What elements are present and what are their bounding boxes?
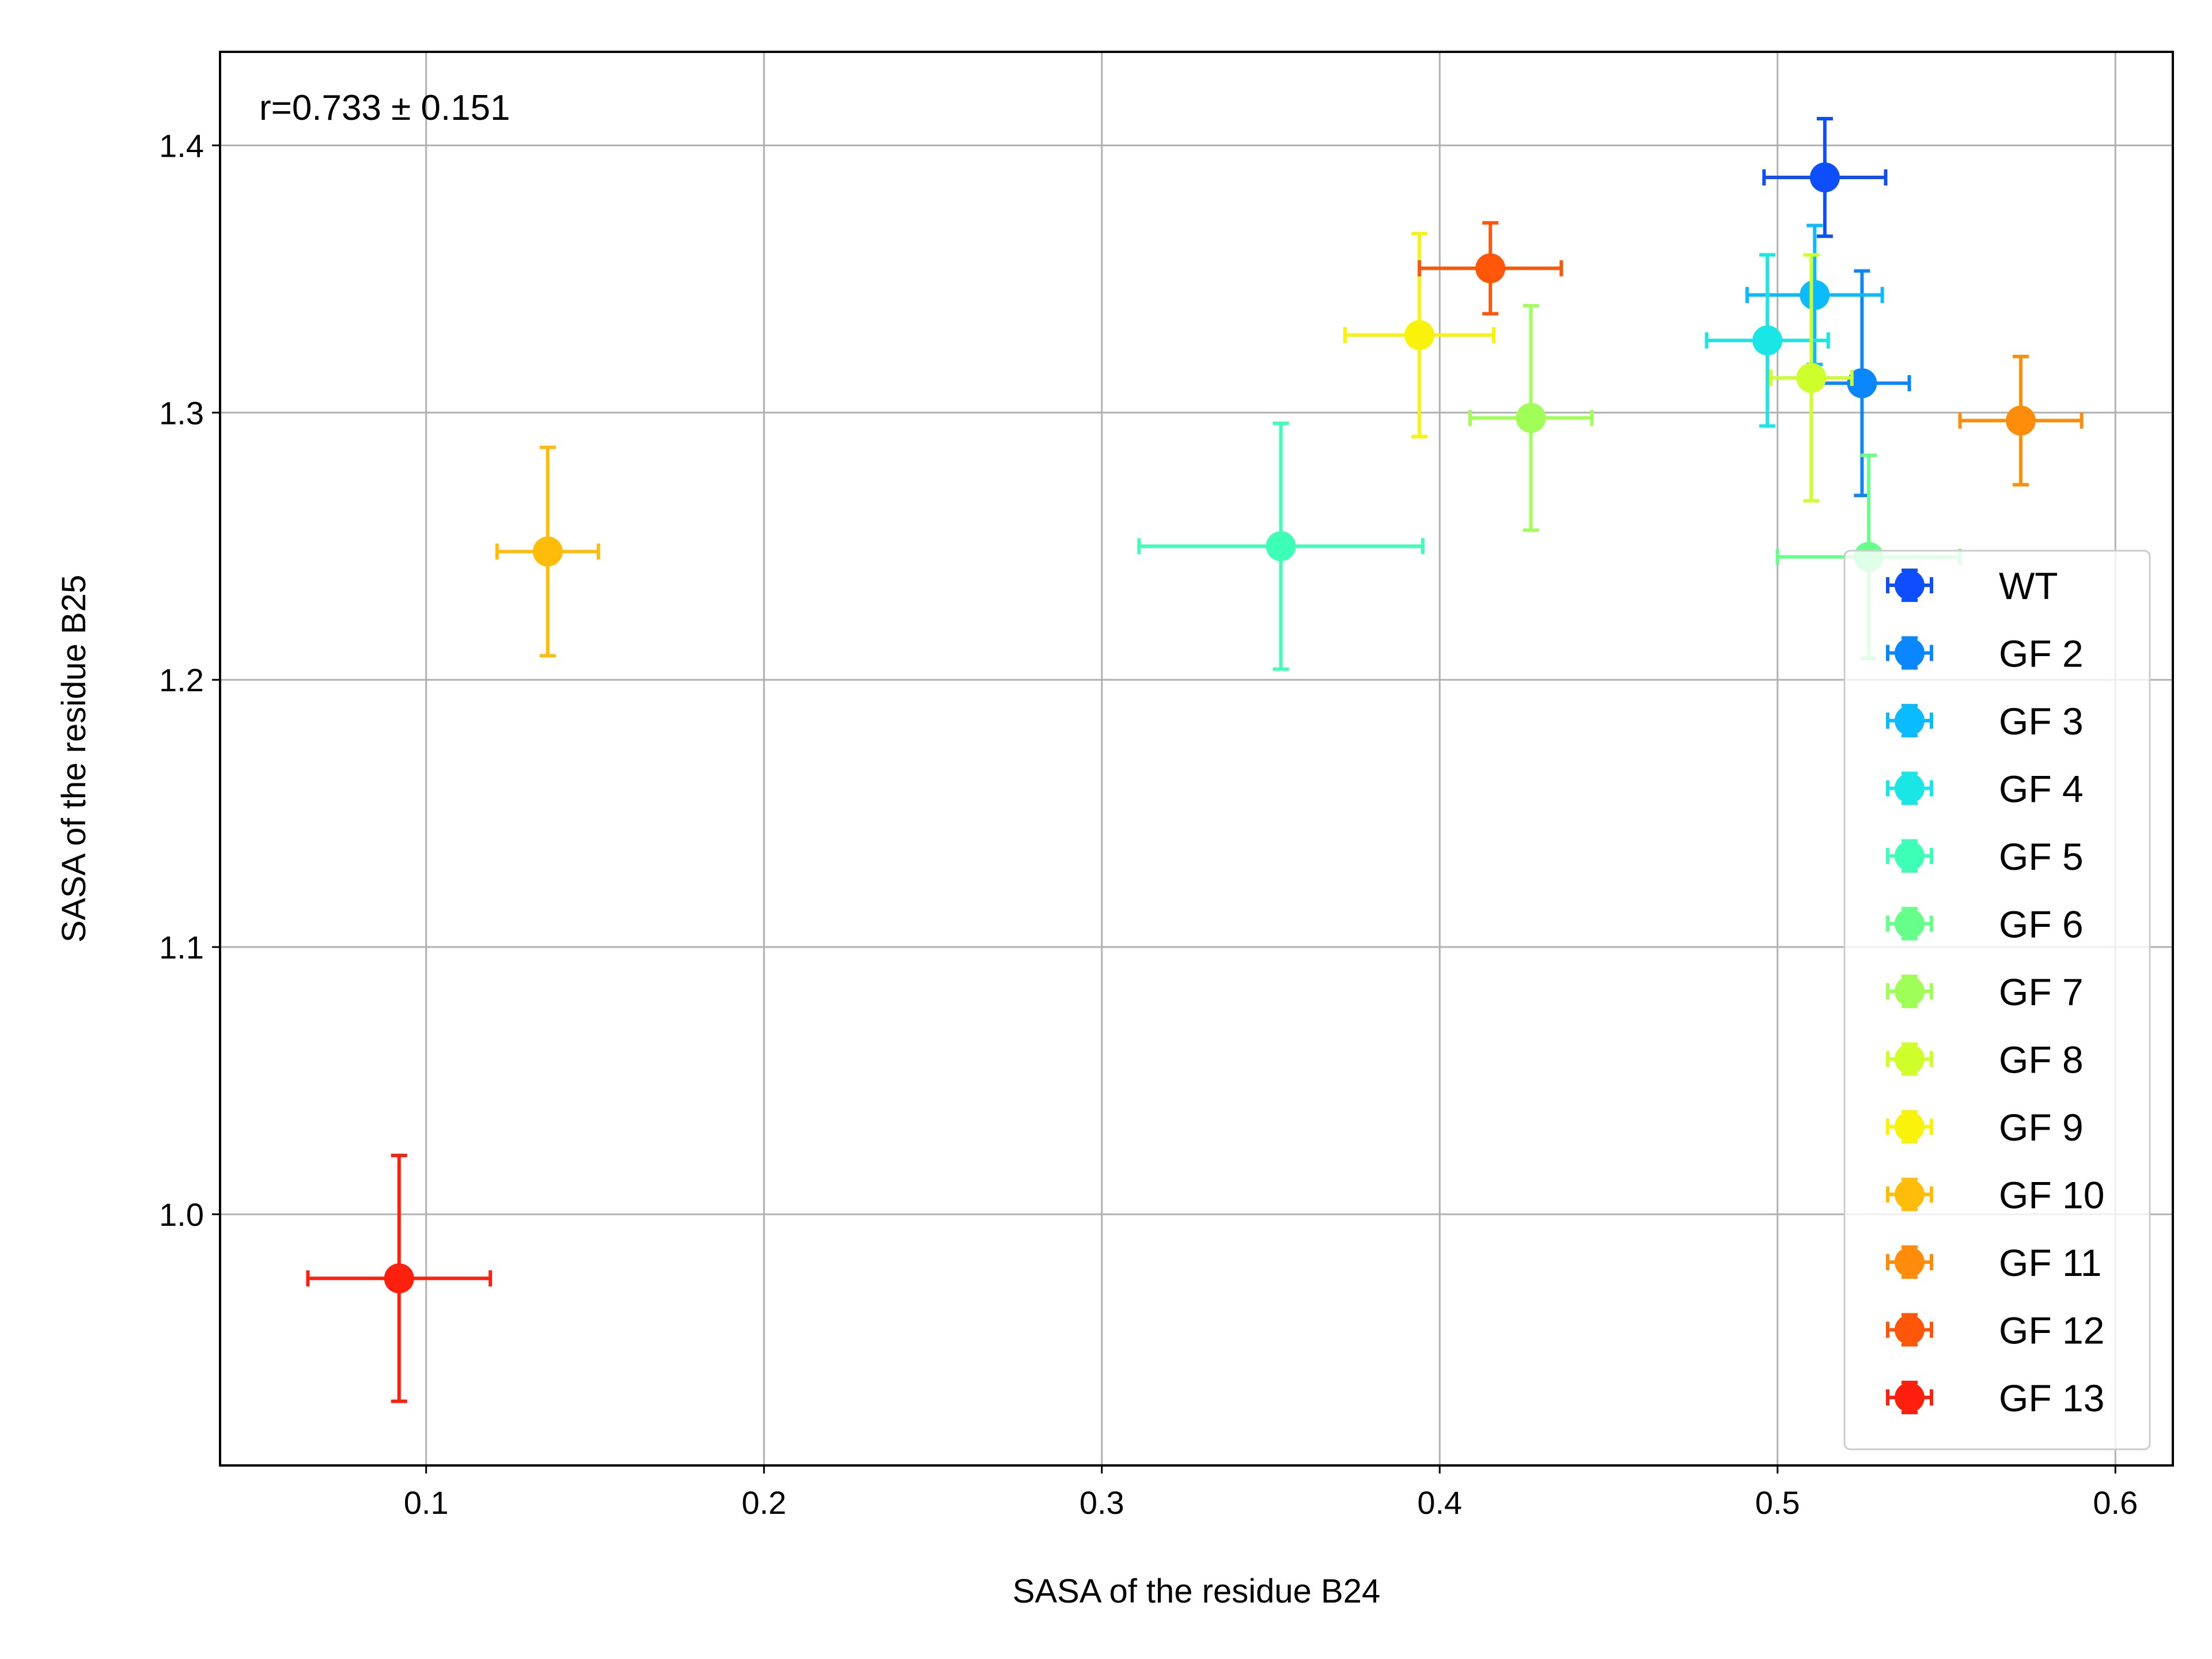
legend-label: GF 5: [1999, 835, 2084, 878]
legend-marker: [1886, 975, 1933, 1008]
legend-label: GF 8: [1999, 1039, 2084, 1081]
x-tick-label: 0.4: [1417, 1484, 1462, 1521]
legend-label: GF 12: [1999, 1309, 2104, 1352]
data-point: [1895, 638, 1925, 668]
data-point: [1895, 976, 1925, 1006]
legend-label: GF 9: [1999, 1106, 2084, 1149]
data-point-group: [1769, 253, 1854, 503]
legend-marker: [1886, 771, 1933, 805]
data-point: [1796, 362, 1827, 393]
y-tick-label: 1.2: [159, 662, 204, 698]
data-point-group: [495, 445, 600, 658]
data-point-group: [1705, 253, 1830, 428]
plot-data: [306, 116, 2084, 1403]
legend-marker: [1886, 569, 1933, 602]
x-tick-label: 0.5: [1755, 1484, 1800, 1521]
data-point-group: [1958, 354, 2084, 487]
plot-frame: [219, 51, 2174, 1467]
data-point: [1895, 570, 1925, 600]
data-point-group: [306, 1153, 493, 1403]
data-point-group: [1137, 421, 1425, 671]
data-point: [1895, 706, 1925, 736]
data-point: [1404, 320, 1435, 350]
y-tick-label: 1.4: [159, 127, 204, 164]
data-point: [384, 1263, 414, 1294]
legend-label: GF 10: [1999, 1174, 2104, 1217]
legend-marker: [1886, 1177, 1933, 1211]
data-point: [2006, 406, 2036, 436]
legend-label: WT: [1999, 565, 2058, 607]
data-point: [1895, 1382, 1925, 1412]
legend-label: GF 11: [1999, 1241, 2102, 1284]
y-tick-label: 1.3: [159, 395, 204, 431]
legend-marker: [1886, 1042, 1933, 1076]
data-point: [1475, 253, 1506, 283]
legend-marker: [1886, 1110, 1933, 1143]
legend-label: GF 7: [1999, 971, 2084, 1013]
legend-label: GF 6: [1999, 903, 2084, 946]
x-tick-label: 0.6: [2093, 1484, 2138, 1521]
data-point: [1895, 1247, 1925, 1277]
legend-marker: [1886, 636, 1933, 670]
legend-label: GF 2: [1999, 632, 2084, 675]
grid: [220, 52, 2173, 1465]
data-point: [532, 536, 563, 567]
data-point: [1516, 403, 1546, 433]
legend-marker: [1886, 1245, 1933, 1279]
legend-label: GF 4: [1999, 768, 2084, 810]
legend-label: GF 3: [1999, 700, 2084, 743]
data-point: [1895, 773, 1925, 804]
y-tick-label: 1.1: [159, 929, 204, 965]
legend-marker: [1886, 704, 1933, 737]
correlation-annotation: r=0.733 ± 0.151: [259, 88, 510, 128]
data-point: [1847, 368, 1877, 399]
data-point: [1895, 908, 1925, 939]
legend-marker: [1886, 907, 1933, 941]
data-point: [1809, 162, 1840, 193]
legend-marker: [1886, 1313, 1933, 1347]
legend-box: [1843, 550, 2151, 1450]
legend: WT GF 2 GF 3 GF 4 GF 5 GF 6 GF 7 GF 8 GF 9 GF 10 G…: [1843, 550, 2151, 1450]
x-tick-label: 0.2: [741, 1484, 786, 1521]
data-point: [1895, 1315, 1925, 1345]
legend-label: GF 13: [1999, 1377, 2104, 1419]
x-tick-label: 0.3: [1080, 1484, 1124, 1521]
data-point: [1800, 280, 1830, 310]
y-tick-label: 1.0: [159, 1196, 204, 1233]
data-point: [1895, 1112, 1925, 1142]
data-point-group: [1418, 221, 1563, 316]
x-axis-label: SASA of the residue B24: [1013, 1573, 1380, 1610]
legend-marker: [1886, 839, 1933, 873]
y-axis-label: SASA of the residue B25: [55, 575, 93, 942]
data-point: [1895, 1179, 1925, 1210]
data-point: [1752, 325, 1783, 356]
data-point-group: [1468, 304, 1594, 532]
data-point: [1895, 1044, 1925, 1074]
legend-marker: [1886, 1381, 1933, 1414]
axis-ticks: 0.1 0.2 0.3 0.4 0.5 0.6 1.0 1.1 1.2 1.3 1.4: [159, 127, 2138, 1521]
data-point-group: [1762, 116, 1888, 238]
data-point: [1895, 841, 1925, 871]
data-point: [1266, 531, 1296, 562]
x-tick-label: 0.1: [404, 1484, 449, 1521]
